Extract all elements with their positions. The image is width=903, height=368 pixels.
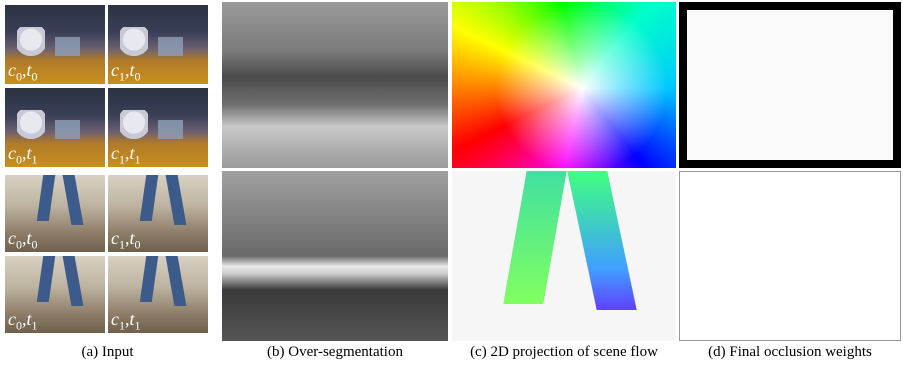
label-part: 0 [135, 70, 141, 84]
image-label: c0,t1 [8, 144, 38, 166]
image-label: c0,t1 [8, 310, 38, 332]
image-label: c1,t1 [111, 310, 141, 332]
label-part: c [111, 228, 119, 248]
segmentation-image [222, 2, 448, 168]
label-part: c [111, 60, 119, 80]
segmentation-image [222, 171, 448, 341]
label-part: 1 [135, 153, 141, 167]
input-image: c0,t1 [5, 88, 105, 167]
label-part: c [8, 143, 16, 163]
occlusion-image [679, 2, 901, 168]
image-label: c0,t0 [8, 229, 38, 251]
figure: c0,t0c1,t0c0,t1c1,t1c0,t0c1,t0c0,t1c1,t1… [0, 0, 903, 368]
input-image: c1,t0 [108, 5, 208, 84]
input-image: c0,t0 [5, 5, 105, 84]
label-part: c [8, 60, 16, 80]
image-label: c1,t0 [111, 229, 141, 251]
label-part: c [8, 309, 16, 329]
caption: (c) 2D projection of scene flow [448, 344, 680, 361]
input-image: c0,t0 [5, 175, 105, 252]
caption: (b) Over-segmentation [222, 344, 448, 361]
label-part: c [111, 143, 119, 163]
label-part: 0 [135, 238, 141, 252]
input-image: c1,t0 [108, 175, 208, 252]
label-part: c [111, 309, 119, 329]
label-part: 1 [32, 153, 38, 167]
caption: (a) Input [0, 344, 215, 361]
label-part: 1 [135, 319, 141, 333]
label-part: c [8, 228, 16, 248]
input-image: c0,t1 [5, 256, 105, 333]
image-label: c0,t0 [8, 61, 38, 83]
occlusion-image [679, 171, 901, 341]
label-part: 1 [32, 319, 38, 333]
flow-color-wheel [452, 2, 676, 168]
image-label: c1,t0 [111, 61, 141, 83]
label-part: 0 [32, 70, 38, 84]
input-image: c1,t1 [108, 88, 208, 167]
caption: (d) Final occlusion weights [677, 344, 903, 361]
image-label: c1,t1 [111, 144, 141, 166]
flow-image [452, 171, 676, 341]
label-part: 0 [32, 238, 38, 252]
input-image: c1,t1 [108, 256, 208, 333]
